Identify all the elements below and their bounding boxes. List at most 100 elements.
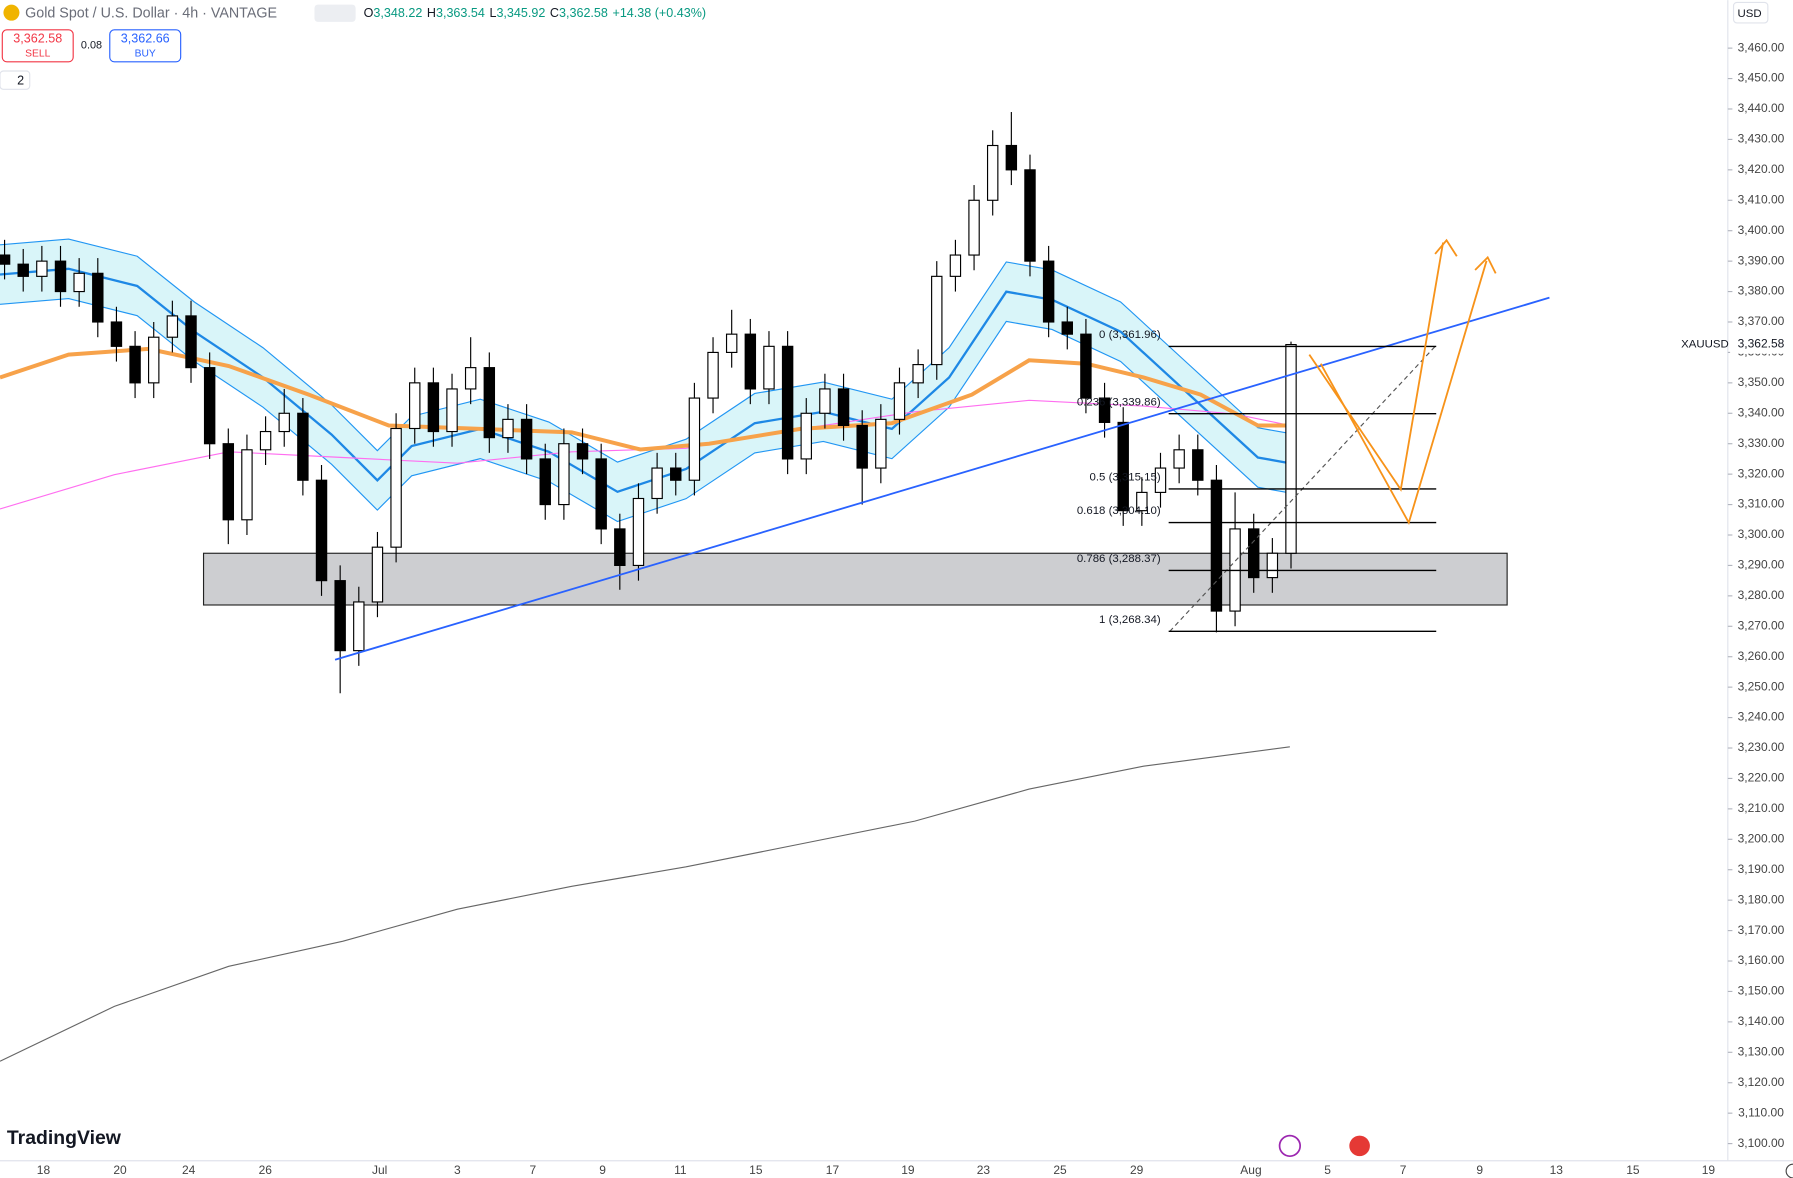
y-tick-label: 3,350.00 [1738, 375, 1785, 389]
candle-body [334, 580, 346, 652]
symbol-title: Gold Spot / U.S. Dollar · 4h · VANTAGE [25, 6, 277, 22]
candle-body [1248, 528, 1260, 579]
candle-body [148, 336, 160, 384]
candle-body [837, 388, 850, 427]
fib-label: 0.5 (3,315.15) [1090, 471, 1161, 483]
candle-body [744, 333, 757, 390]
x-tick-label: 3 [454, 1163, 461, 1177]
spread: 0.08 [81, 40, 102, 52]
currency-button[interactable] [1732, 1, 1769, 24]
y-tick-label: 3,170.00 [1738, 923, 1785, 937]
candle-body [17, 263, 29, 277]
x-tick-label: 7 [530, 1163, 537, 1177]
ohlc-value: 3,348.22 [373, 6, 422, 20]
candle-body [464, 367, 477, 390]
y-tick-label: 3,150.00 [1738, 984, 1785, 998]
candle-body [0, 254, 11, 265]
y-tick-label: 3,180.00 [1738, 892, 1785, 906]
candle-body [54, 260, 67, 293]
candle-body [1005, 144, 1018, 171]
candle-body [1154, 467, 1167, 493]
sell-price: 3,362.58 [13, 31, 62, 45]
y-tick-label: 3,210.00 [1738, 801, 1785, 815]
currency: USD [1737, 8, 1761, 20]
candle-body [912, 364, 924, 384]
candle-body [688, 397, 701, 481]
y-tick-label: 3,370.00 [1738, 314, 1785, 328]
candle-body [893, 382, 906, 420]
y-tick-label: 3,160.00 [1738, 953, 1785, 967]
candle-body [241, 449, 253, 521]
x-tick-label: Jul [372, 1163, 387, 1177]
y-tick-label: 3,240.00 [1738, 710, 1785, 724]
candle-body [483, 367, 496, 439]
symbol-label: XAUUSD [1681, 339, 1729, 351]
ribbon-upper [0, 238, 1290, 463]
y-tick-label: 3,320.00 [1738, 466, 1785, 480]
candle-body [520, 418, 533, 460]
indicators-toggle[interactable] [0, 70, 31, 90]
event-icon[interactable] [1278, 1134, 1302, 1158]
x-tick-label: 15 [749, 1163, 763, 1177]
ohlc-key: L [489, 6, 496, 20]
buy-price: 3,362.66 [121, 31, 170, 45]
y-tick-label: 3,420.00 [1738, 162, 1785, 176]
y-tick-label: 3,110.00 [1738, 1105, 1784, 1119]
fib-label: 0.236 (3,339.86) [1077, 396, 1161, 408]
candle-body [110, 321, 123, 347]
candle-body [278, 412, 290, 433]
candle-body [1173, 449, 1185, 469]
candle-body [1042, 260, 1055, 323]
arrow-head [1474, 255, 1497, 274]
candle-body [1266, 552, 1279, 579]
candle-body [725, 333, 738, 353]
candle-body [576, 443, 589, 460]
candle-body [781, 345, 794, 460]
candle-body [409, 382, 421, 430]
y-tick-label: 3,290.00 [1738, 558, 1785, 572]
candle-body [1098, 397, 1111, 423]
y-tick-label: 3,220.00 [1738, 771, 1785, 785]
ohlc-value: 3,362.58 [559, 6, 608, 20]
y-tick-label: 3,120.00 [1738, 1075, 1785, 1089]
y-tick-label: 3,300.00 [1738, 527, 1785, 541]
settings-icon[interactable] [1785, 1163, 1793, 1178]
x-tick-label: 9 [1476, 1163, 1483, 1177]
buy-button[interactable] [109, 29, 182, 63]
candle-body [371, 546, 384, 603]
y-tick-label: 3,390.00 [1738, 253, 1785, 267]
candle-body [800, 412, 812, 460]
fib-label: 0.786 (3,288.37) [1077, 553, 1161, 565]
ohlc-key: O [364, 6, 374, 20]
candle-body [1024, 169, 1036, 262]
candle-body [259, 430, 272, 451]
candle-body [856, 424, 868, 469]
y-tick-label: 3,270.00 [1738, 618, 1785, 632]
x-tick-label: 17 [826, 1163, 840, 1177]
trendline [334, 296, 1550, 661]
x-tick-label: 7 [1400, 1163, 1407, 1177]
candle-body [558, 443, 570, 506]
y-tick-label: 3,250.00 [1738, 679, 1785, 693]
x-tick-label: 19 [1702, 1163, 1716, 1177]
fib-label: 0 (3,361.96) [1099, 329, 1161, 341]
sell-button[interactable] [1, 29, 74, 63]
y-tick-label: 3,130.00 [1738, 1044, 1785, 1058]
y-tick-label: 3,230.00 [1738, 740, 1785, 754]
y-tick-label: 3,430.00 [1738, 132, 1785, 146]
candle-body [931, 275, 943, 366]
x-tick-label: 25 [1053, 1163, 1067, 1177]
candle-body [446, 388, 458, 433]
candle-body [875, 418, 887, 469]
candle-body [73, 272, 85, 293]
y-tick-label: 3,190.00 [1738, 862, 1785, 876]
candle-body [427, 382, 440, 433]
mode-toggle[interactable] [314, 4, 356, 22]
flag-icon[interactable] [1349, 1135, 1370, 1157]
ohlc-key: C [550, 6, 559, 20]
y-tick-label: 3,310.00 [1738, 497, 1785, 511]
y-tick-label: 3,200.00 [1738, 831, 1785, 845]
indicators-count: 2 [17, 74, 24, 88]
